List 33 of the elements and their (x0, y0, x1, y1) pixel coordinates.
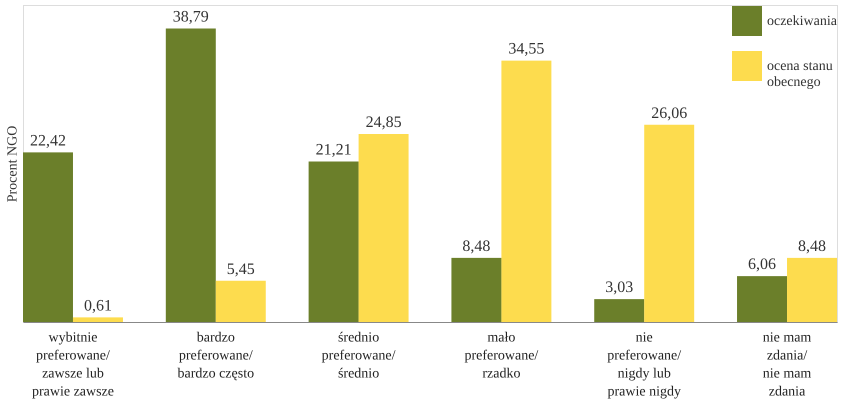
data-label: 5,45 (226, 260, 255, 278)
bar (451, 258, 502, 322)
data-label: 22,42 (30, 132, 66, 150)
bar (23, 152, 73, 322)
x-tick-label: średnio preferowane/ średnio (322, 330, 396, 382)
bar (644, 124, 694, 322)
data-label: 34,55 (508, 40, 544, 58)
bar (216, 280, 266, 322)
legend-label: ocena stanu obecnego (767, 59, 833, 90)
x-tick-label: nie mam zdania/ nie mam zdania (762, 330, 812, 400)
x-tick-label: nie preferowane/ nigdy lub prawie nigdy (607, 330, 682, 400)
x-tick-label: bardzo preferowane/ bardzo często (178, 330, 254, 382)
x-tick-label: wybitnie preferowane/ zawsze lub prawie zawsze (32, 330, 114, 400)
data-label: 21,21 (316, 142, 352, 159)
bar (166, 28, 216, 322)
data-label: 0,61 (84, 297, 112, 314)
bar (737, 276, 788, 322)
data-label: 26,06 (651, 104, 688, 122)
data-label: 8,48 (798, 238, 826, 255)
data-label: 6,06 (748, 256, 776, 274)
bar (72, 317, 123, 322)
x-tick-label: mało preferowane/ rzadko (464, 330, 538, 382)
data-label: 38,79 (172, 8, 209, 26)
data-label: 24,85 (366, 114, 402, 131)
bar (308, 162, 359, 322)
bar (594, 299, 644, 322)
data-label: 8,48 (462, 238, 490, 255)
bar (358, 134, 409, 322)
data-label: 3,03 (605, 279, 634, 296)
bar (787, 258, 837, 322)
legend-label: oczekiwania (767, 14, 838, 29)
bar (501, 60, 552, 322)
y-axis-title: Procent NGO (6, 126, 20, 202)
